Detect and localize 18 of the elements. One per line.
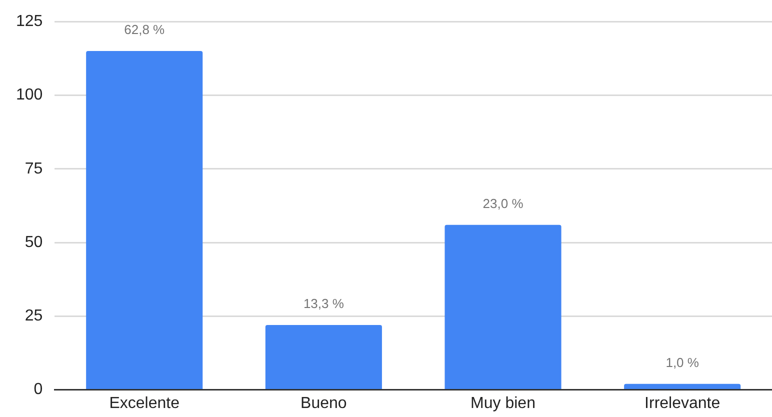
x-tick-label: Excelente bbox=[109, 394, 180, 412]
annotation: 13,3 % bbox=[303, 296, 344, 312]
y-tick-label: 125 bbox=[16, 13, 43, 30]
x-tick-label: Irrelevante bbox=[644, 394, 720, 412]
annotation: 1,0 % bbox=[666, 354, 700, 370]
y-tick-label: 0 bbox=[34, 381, 43, 398]
y-tick-label: 100 bbox=[16, 86, 43, 104]
y-tick-label: 50 bbox=[24, 234, 43, 251]
annotation: 62,8 % bbox=[124, 22, 166, 38]
x-tick-label: Muy bien bbox=[470, 394, 536, 412]
annotation: 23,0 % bbox=[482, 196, 524, 211]
y-tick-label: 25 bbox=[24, 308, 43, 325]
bar bbox=[265, 324, 382, 390]
bar bbox=[624, 384, 741, 390]
bar bbox=[444, 224, 562, 390]
bar bbox=[86, 51, 203, 390]
y-tick-label: 75 bbox=[24, 160, 43, 178]
x-tick-label: Bueno bbox=[300, 394, 347, 412]
